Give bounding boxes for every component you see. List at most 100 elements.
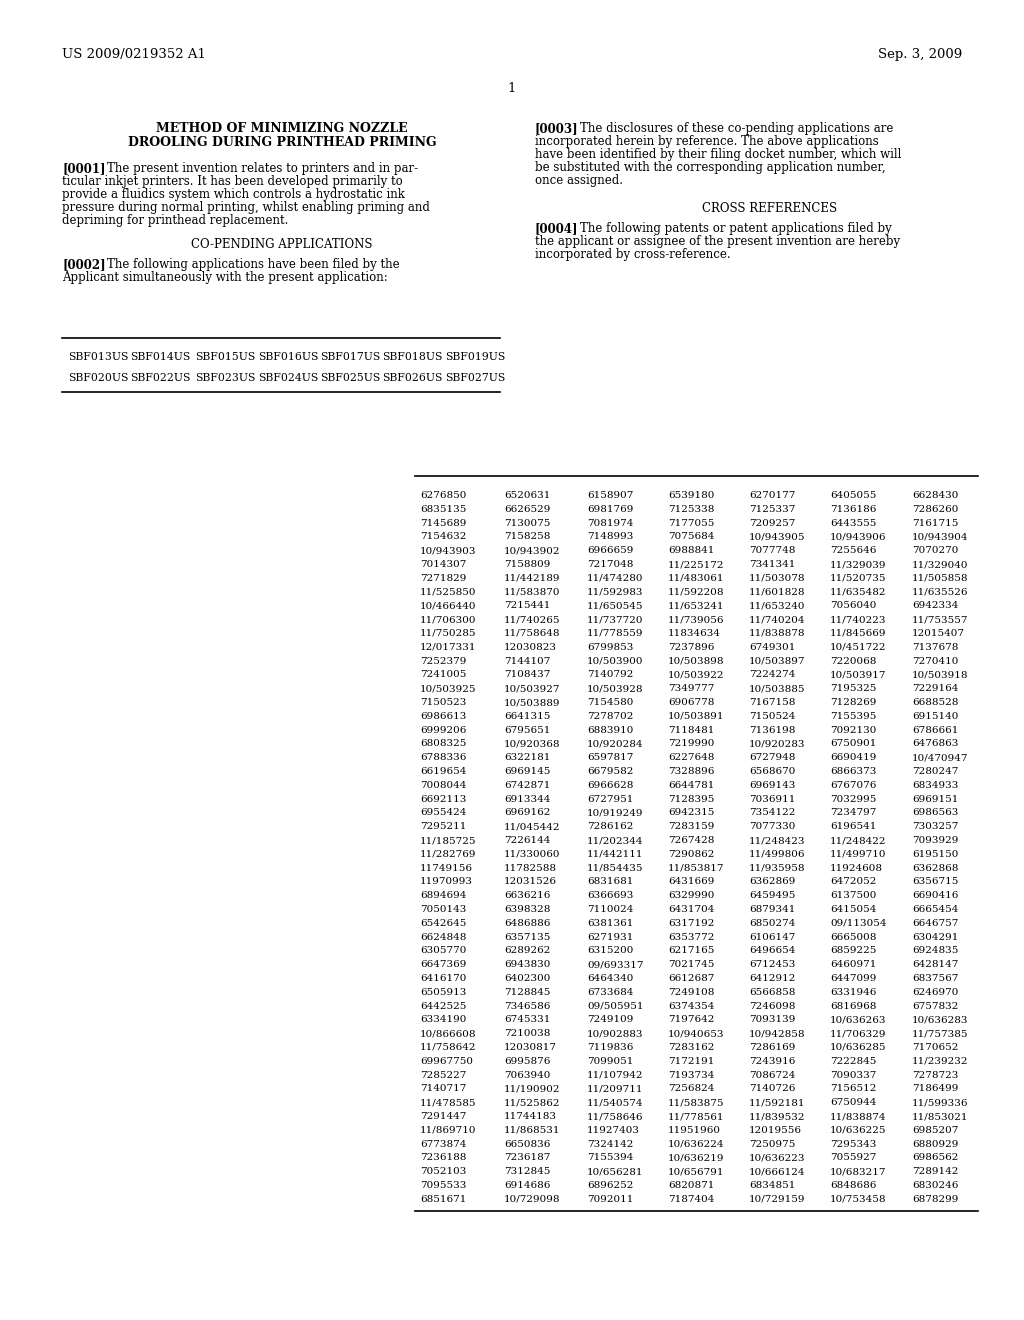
Text: 10/503898: 10/503898: [668, 656, 725, 665]
Text: 6679582: 6679582: [587, 767, 634, 776]
Text: 11/599336: 11/599336: [912, 1098, 969, 1107]
Text: 10/940653: 10/940653: [668, 1030, 725, 1039]
Text: 6362869: 6362869: [749, 878, 796, 887]
Text: 10/636223: 10/636223: [749, 1154, 806, 1163]
Text: 11/540574: 11/540574: [587, 1098, 643, 1107]
Text: 09/113054: 09/113054: [830, 919, 887, 928]
Text: 7070270: 7070270: [912, 546, 958, 556]
Text: 10/902883: 10/902883: [587, 1030, 643, 1039]
Text: 6894694: 6894694: [420, 891, 466, 900]
Text: 7278723: 7278723: [912, 1071, 958, 1080]
Text: 11/583875: 11/583875: [668, 1098, 725, 1107]
Text: 11/706300: 11/706300: [420, 615, 476, 624]
Text: 7052103: 7052103: [420, 1167, 466, 1176]
Text: SBF022US: SBF022US: [130, 374, 190, 383]
Text: 6820871: 6820871: [668, 1181, 715, 1191]
Text: 6688528: 6688528: [912, 698, 958, 708]
Text: 7283162: 7283162: [668, 1043, 715, 1052]
Text: 6566858: 6566858: [749, 987, 796, 997]
Text: 6988841: 6988841: [668, 546, 715, 556]
Text: 10/920368: 10/920368: [504, 739, 560, 748]
Text: 11/935958: 11/935958: [749, 863, 806, 873]
Text: 11927403: 11927403: [587, 1126, 640, 1135]
Text: 7286260: 7286260: [912, 504, 958, 513]
Text: 10/466440: 10/466440: [420, 602, 476, 610]
Text: 6353772: 6353772: [668, 933, 715, 941]
Text: 11/737720: 11/737720: [587, 615, 643, 624]
Text: 6442525: 6442525: [420, 1002, 466, 1011]
Text: 6915140: 6915140: [912, 711, 958, 721]
Text: 7032995: 7032995: [830, 795, 877, 804]
Text: 7156512: 7156512: [830, 1085, 877, 1093]
Text: 6727948: 6727948: [749, 754, 796, 762]
Text: 11782588: 11782588: [504, 863, 557, 873]
Text: 6750901: 6750901: [830, 739, 877, 748]
Text: 6624848: 6624848: [420, 933, 466, 941]
Text: 7289142: 7289142: [912, 1167, 958, 1176]
Text: 7137678: 7137678: [912, 643, 958, 652]
Text: 11/520735: 11/520735: [830, 574, 887, 583]
Text: 6428147: 6428147: [912, 960, 958, 969]
Text: 11/045442: 11/045442: [504, 822, 560, 832]
Text: 10/503918: 10/503918: [912, 671, 969, 680]
Text: US 2009/0219352 A1: US 2009/0219352 A1: [62, 48, 206, 61]
Text: 7270410: 7270410: [912, 656, 958, 665]
Text: 7145689: 7145689: [420, 519, 466, 528]
Text: 6362868: 6362868: [912, 863, 958, 873]
Text: 6690419: 6690419: [830, 754, 877, 762]
Text: 6650836: 6650836: [504, 1139, 550, 1148]
Text: 6742871: 6742871: [504, 781, 550, 789]
Text: 7125337: 7125337: [749, 504, 796, 513]
Text: 6431704: 6431704: [668, 906, 715, 913]
Text: 6415054: 6415054: [830, 906, 877, 913]
Text: SBF019US: SBF019US: [445, 352, 505, 362]
Text: The present invention relates to printers and in par-: The present invention relates to printer…: [106, 162, 418, 176]
Text: Sep. 3, 2009: Sep. 3, 2009: [878, 48, 962, 61]
Text: 6745331: 6745331: [504, 1015, 550, 1024]
Text: 7249109: 7249109: [587, 1015, 634, 1024]
Text: 7081974: 7081974: [587, 519, 634, 528]
Text: 10/943902: 10/943902: [504, 546, 560, 556]
Text: 6431669: 6431669: [668, 878, 715, 887]
Text: 6196541: 6196541: [830, 822, 877, 832]
Text: 6986613: 6986613: [420, 711, 466, 721]
Text: 7140792: 7140792: [587, 671, 634, 680]
Text: ticular inkjet printers. It has been developed primarily to: ticular inkjet printers. It has been dev…: [62, 176, 402, 187]
Text: 6866373: 6866373: [830, 767, 877, 776]
Text: 7215441: 7215441: [504, 602, 550, 610]
Text: 7021745: 7021745: [668, 960, 715, 969]
Text: 6322181: 6322181: [504, 754, 550, 762]
Text: [0001]: [0001]: [62, 162, 105, 176]
Text: 7092011: 7092011: [587, 1195, 634, 1204]
Text: 6628430: 6628430: [912, 491, 958, 500]
Text: 6878299: 6878299: [912, 1195, 958, 1204]
Text: 7286162: 7286162: [587, 822, 634, 832]
Text: SBF020US: SBF020US: [68, 374, 128, 383]
Text: 12031526: 12031526: [504, 878, 557, 887]
Text: pressure during normal printing, whilst enabling priming and: pressure during normal printing, whilst …: [62, 201, 430, 214]
Text: 6329990: 6329990: [668, 891, 715, 900]
Text: 7224274: 7224274: [749, 671, 796, 680]
Text: 7092130: 7092130: [830, 726, 877, 735]
Text: 7154580: 7154580: [587, 698, 634, 708]
Text: 7128845: 7128845: [504, 987, 550, 997]
Text: 7130075: 7130075: [504, 519, 550, 528]
Text: 10/666124: 10/666124: [749, 1167, 806, 1176]
Text: 6195150: 6195150: [912, 850, 958, 859]
Text: 11/499806: 11/499806: [749, 850, 806, 859]
Text: 7295211: 7295211: [420, 822, 466, 832]
Text: 11/838878: 11/838878: [749, 630, 806, 638]
Text: 6636216: 6636216: [504, 891, 550, 900]
Text: 6786661: 6786661: [912, 726, 958, 735]
Text: 11/442189: 11/442189: [504, 574, 560, 583]
Text: 11/329040: 11/329040: [912, 560, 969, 569]
Text: 7167158: 7167158: [749, 698, 796, 708]
Text: 7148993: 7148993: [587, 532, 634, 541]
Text: 7110024: 7110024: [587, 906, 634, 913]
Text: 6366693: 6366693: [587, 891, 634, 900]
Text: 11/650545: 11/650545: [587, 602, 643, 610]
Text: 10/656791: 10/656791: [668, 1167, 725, 1176]
Text: 11/854435: 11/854435: [587, 863, 643, 873]
Text: 7241005: 7241005: [420, 671, 466, 680]
Text: 10/470947: 10/470947: [912, 754, 969, 762]
